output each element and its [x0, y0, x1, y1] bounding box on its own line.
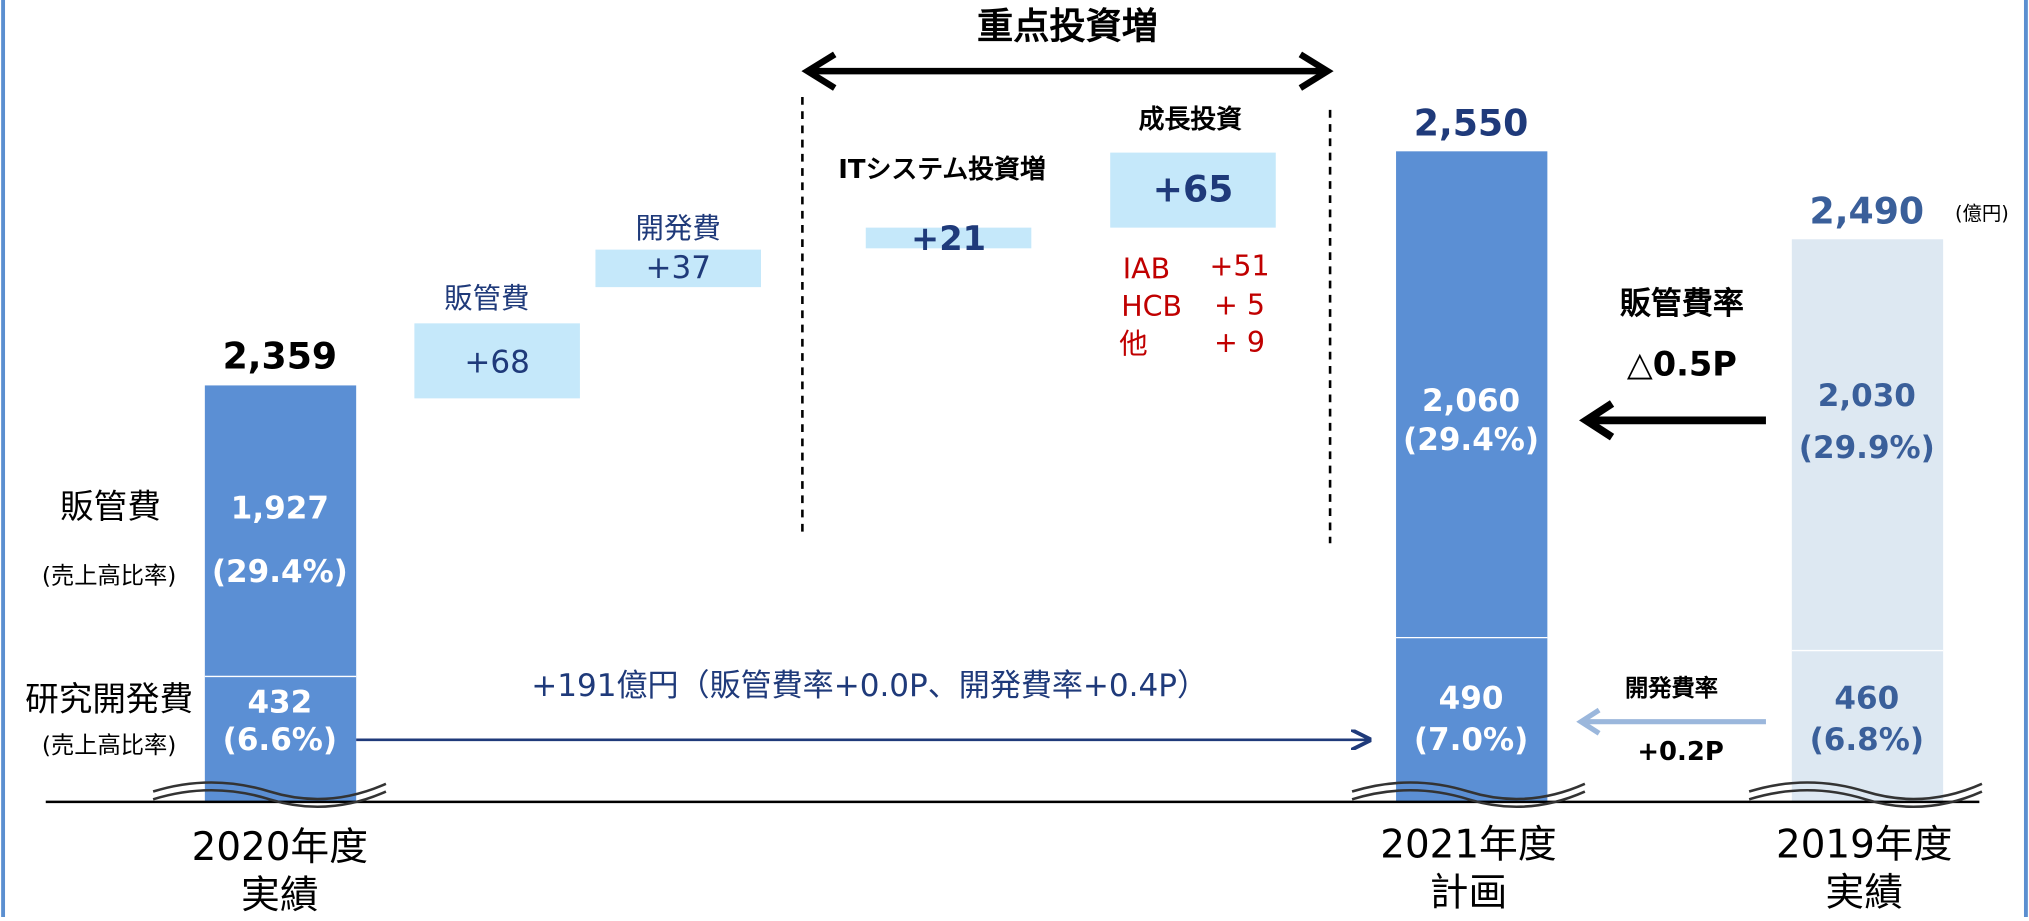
step-box — [414, 323, 580, 399]
value: 2,060 — [1422, 383, 1520, 419]
label: (売上高比率) — [42, 732, 176, 759]
value: (6.6%) — [223, 722, 337, 758]
step-label: 開発費 — [636, 212, 721, 245]
label: 販管費 — [60, 487, 161, 526]
value: 432 — [247, 685, 312, 721]
change-label: +191億円（販管費率+0.0P、開発費率+0.4P） — [531, 668, 1208, 704]
value: (29.4%) — [1403, 422, 1539, 458]
value: (29.9%) — [1799, 430, 1935, 466]
breakdown-label: 他 — [1119, 327, 1147, 360]
step-box — [865, 227, 1032, 249]
rate-arrow — [1576, 707, 1766, 736]
label: (売上高比率) — [42, 562, 176, 589]
rate-label: 開発費率 — [1625, 675, 1718, 702]
value: 490 — [1439, 681, 1504, 717]
step-box — [1110, 152, 1276, 228]
breakdown-label: HCB — [1121, 290, 1182, 323]
value: 2,030 — [1818, 378, 1916, 414]
step-value: +65 — [1153, 167, 1234, 210]
rate-value: +0.2P — [1637, 737, 1723, 767]
bar — [1791, 239, 1944, 802]
total: 2,550 — [1414, 101, 1529, 144]
value: (29.4%) — [212, 554, 348, 590]
step-value: +21 — [911, 219, 986, 258]
total: 2,359 — [223, 334, 338, 377]
x-label: 実績 — [241, 873, 319, 917]
breakdown-value: + 9 — [1214, 326, 1265, 359]
break-marks — [152, 781, 1983, 809]
label: 研究開発費 — [25, 680, 193, 719]
value: 1,927 — [231, 491, 329, 527]
unit: (億円) — [1955, 202, 2009, 225]
step-box — [595, 249, 761, 288]
breakdown-label: IAB — [1123, 252, 1170, 285]
rate-label: 販管費率 — [1620, 286, 1744, 322]
x-label: 2019年度 — [1776, 823, 1952, 868]
step-value: +68 — [464, 344, 529, 380]
rate-value: △0.5P — [1627, 345, 1737, 384]
value: (7.0%) — [1414, 722, 1528, 758]
rate-arrow — [1579, 400, 1766, 441]
x-label: 計画 — [1430, 871, 1508, 916]
title: 重点投資増 — [977, 4, 1158, 47]
step-label: ITシステム投資増 — [838, 155, 1046, 185]
bar — [204, 385, 357, 802]
x-label: 実績 — [1825, 871, 1903, 916]
x-label: 2020年度 — [192, 825, 368, 870]
value: 460 — [1834, 681, 1899, 717]
double-arrow — [801, 51, 1334, 91]
value: (6.8%) — [1810, 722, 1924, 758]
step-label: 成長投資 — [1139, 105, 1243, 135]
breakdown-value: + 5 — [1214, 289, 1265, 322]
x-label: 2021年度 — [1380, 823, 1556, 868]
step-label: 販管費 — [444, 282, 529, 315]
breakdown-value: +51 — [1210, 250, 1270, 283]
total: 2,490 — [1810, 189, 1925, 232]
bar — [1396, 151, 1548, 802]
step-value: +37 — [645, 250, 711, 286]
